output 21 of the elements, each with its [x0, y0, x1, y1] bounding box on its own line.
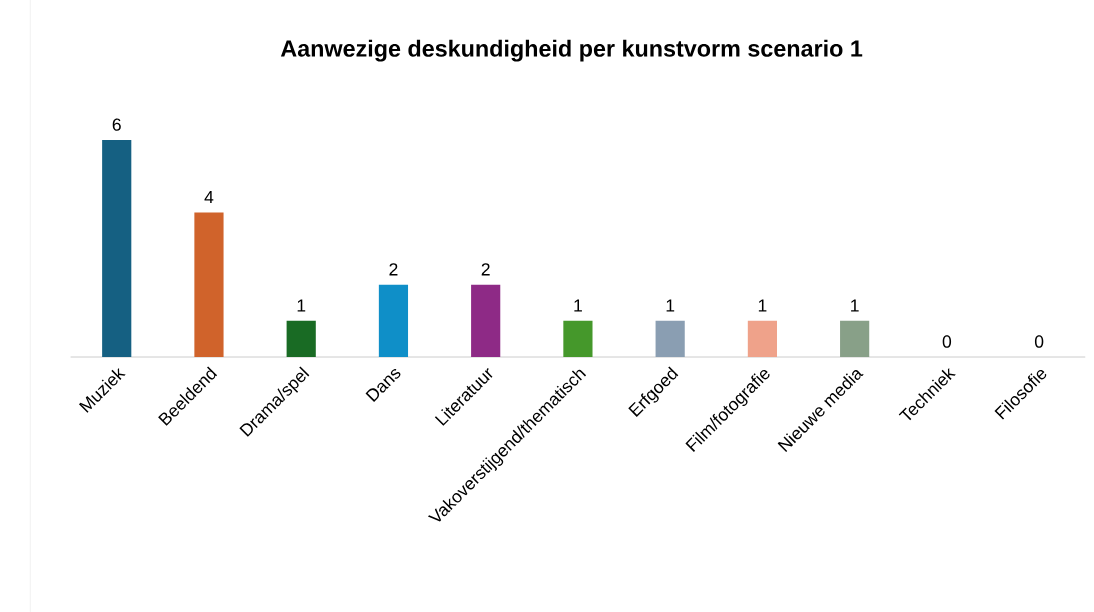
bar	[747, 320, 777, 358]
data-label: 1	[574, 299, 582, 312]
bar	[840, 320, 870, 358]
data-label: 1	[851, 299, 859, 312]
bar	[655, 320, 685, 358]
bar	[194, 212, 224, 358]
data-label: 6	[112, 118, 121, 131]
data-label: 0	[1034, 335, 1044, 348]
bar	[102, 140, 132, 358]
data-label: 1	[297, 299, 306, 312]
chart-title: Aanwezige deskundigheid per kunstvorm scenario 1	[280, 39, 863, 62]
data-label: 1	[758, 299, 767, 312]
bar	[378, 284, 409, 358]
bar	[471, 284, 501, 358]
data-label: 1	[666, 299, 675, 312]
bar	[563, 320, 593, 358]
data-label: 2	[389, 263, 398, 276]
data-label: 4	[204, 191, 214, 204]
data-label: 0	[942, 335, 952, 348]
bar	[286, 320, 316, 358]
data-label: 2	[481, 263, 490, 276]
